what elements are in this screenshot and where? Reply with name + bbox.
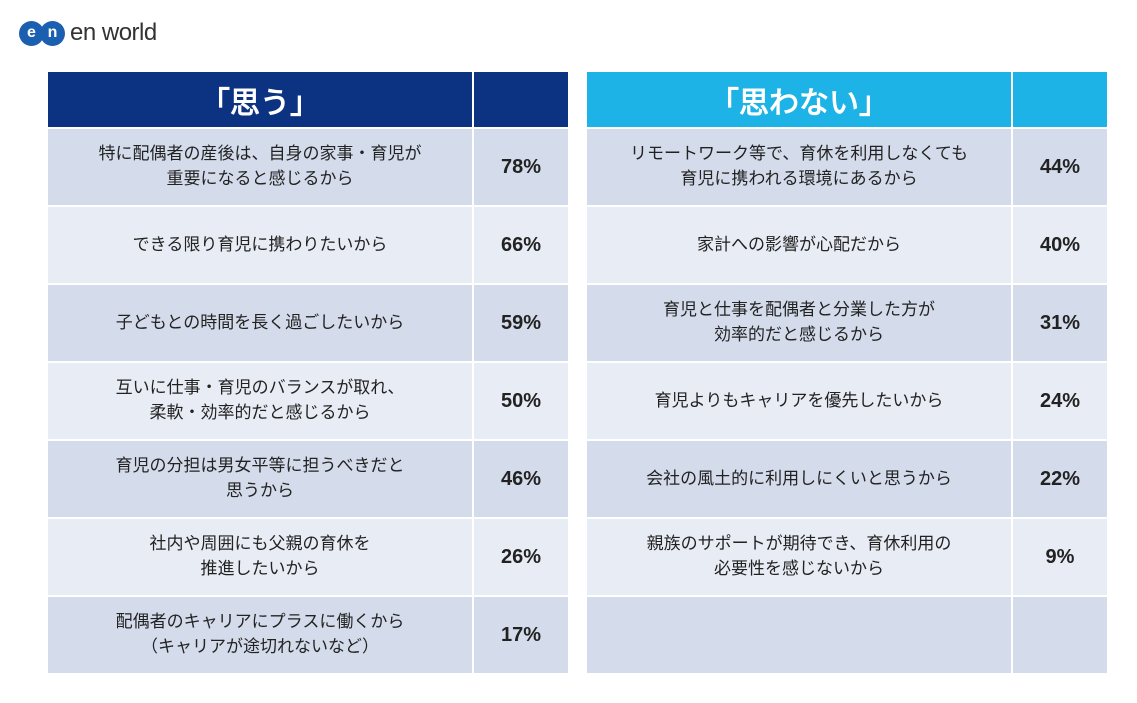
reason-label: 育児の分担は男女平等に担うべきだと 思うから xyxy=(48,441,472,517)
table-row: 特に配偶者の産後は、自身の家事・育児が 重要になると感じるから 78% xyxy=(48,129,568,205)
table-row: できる限り育児に携わりたいから 66% xyxy=(48,207,568,283)
empty-percent-cell xyxy=(1013,597,1107,673)
agree-table-header: 「思う」 xyxy=(48,72,568,127)
logo-text: en world xyxy=(70,19,157,46)
disagree-header-title: 「思わない」 xyxy=(587,72,1011,127)
reason-percent: 17% xyxy=(474,597,568,673)
reason-percent: 46% xyxy=(474,441,568,517)
table-row xyxy=(587,597,1107,673)
reason-label: 特に配偶者の産後は、自身の家事・育児が 重要になると感じるから xyxy=(48,129,472,205)
disagree-table-header: 「思わない」 xyxy=(587,72,1107,127)
disagree-table: 「思わない」 リモートワーク等で、育休を利用しなくても 育児に携われる環境にある… xyxy=(587,72,1107,673)
reason-percent: 44% xyxy=(1013,129,1107,205)
reason-percent: 40% xyxy=(1013,207,1107,283)
reason-percent: 66% xyxy=(474,207,568,283)
reason-label: 互いに仕事・育児のバランスが取れ、 柔軟・効率的だと感じるから xyxy=(48,363,472,439)
reason-label: 会社の風土的に利用しにくいと思うから xyxy=(587,441,1011,517)
reason-percent: 78% xyxy=(474,129,568,205)
agree-header-title: 「思う」 xyxy=(48,72,472,127)
reason-label: 家計への影響が心配だから xyxy=(587,207,1011,283)
table-row: 子どもとの時間を長く過ごしたいから 59% xyxy=(48,285,568,361)
reason-label: 社内や周囲にも父親の育休を 推進したいから xyxy=(48,519,472,595)
table-row: リモートワーク等で、育休を利用しなくても 育児に携われる環境にあるから 44% xyxy=(587,129,1107,205)
agree-header-blank xyxy=(474,72,568,127)
reason-label: 子どもとの時間を長く過ごしたいから xyxy=(48,285,472,361)
reason-label: できる限り育児に携わりたいから xyxy=(48,207,472,283)
table-row: 親族のサポートが期待でき、育休利用の 必要性を感じないから 9% xyxy=(587,519,1107,595)
table-row: 家計への影響が心配だから 40% xyxy=(587,207,1107,283)
reason-percent: 26% xyxy=(474,519,568,595)
table-row: 配偶者のキャリアにプラスに働くから （キャリアが途切れないなど） 17% xyxy=(48,597,568,673)
table-row: 互いに仕事・育児のバランスが取れ、 柔軟・効率的だと感じるから 50% xyxy=(48,363,568,439)
enworld-logo: e n en world xyxy=(19,19,157,47)
table-row: 育児の分担は男女平等に担うべきだと 思うから 46% xyxy=(48,441,568,517)
logo-circle-n: n xyxy=(40,20,65,46)
table-row: 育児と仕事を配偶者と分業した方が 効率的だと感じるから 31% xyxy=(587,285,1107,361)
reason-label: 配偶者のキャリアにプラスに働くから （キャリアが途切れないなど） xyxy=(48,597,472,673)
logo-mark: e n xyxy=(19,20,65,46)
table-row: 育児よりもキャリアを優先したいから 24% xyxy=(587,363,1107,439)
reason-label: 育児よりもキャリアを優先したいから xyxy=(587,363,1011,439)
reason-percent: 9% xyxy=(1013,519,1107,595)
reason-percent: 50% xyxy=(474,363,568,439)
reason-label: リモートワーク等で、育休を利用しなくても 育児に携われる環境にあるから xyxy=(587,129,1011,205)
agree-table: 「思う」 特に配偶者の産後は、自身の家事・育児が 重要になると感じるから 78%… xyxy=(48,72,568,673)
logo-circle-e: e xyxy=(19,20,44,46)
reason-percent: 59% xyxy=(474,285,568,361)
table-row: 会社の風土的に利用しにくいと思うから 22% xyxy=(587,441,1107,517)
empty-label-cell xyxy=(587,597,1011,673)
reason-label: 親族のサポートが期待でき、育休利用の 必要性を感じないから xyxy=(587,519,1011,595)
reason-percent: 24% xyxy=(1013,363,1107,439)
reason-percent: 22% xyxy=(1013,441,1107,517)
reason-percent: 31% xyxy=(1013,285,1107,361)
disagree-header-blank xyxy=(1013,72,1107,127)
reason-label: 育児と仕事を配偶者と分業した方が 効率的だと感じるから xyxy=(587,285,1011,361)
table-row: 社内や周囲にも父親の育休を 推進したいから 26% xyxy=(48,519,568,595)
